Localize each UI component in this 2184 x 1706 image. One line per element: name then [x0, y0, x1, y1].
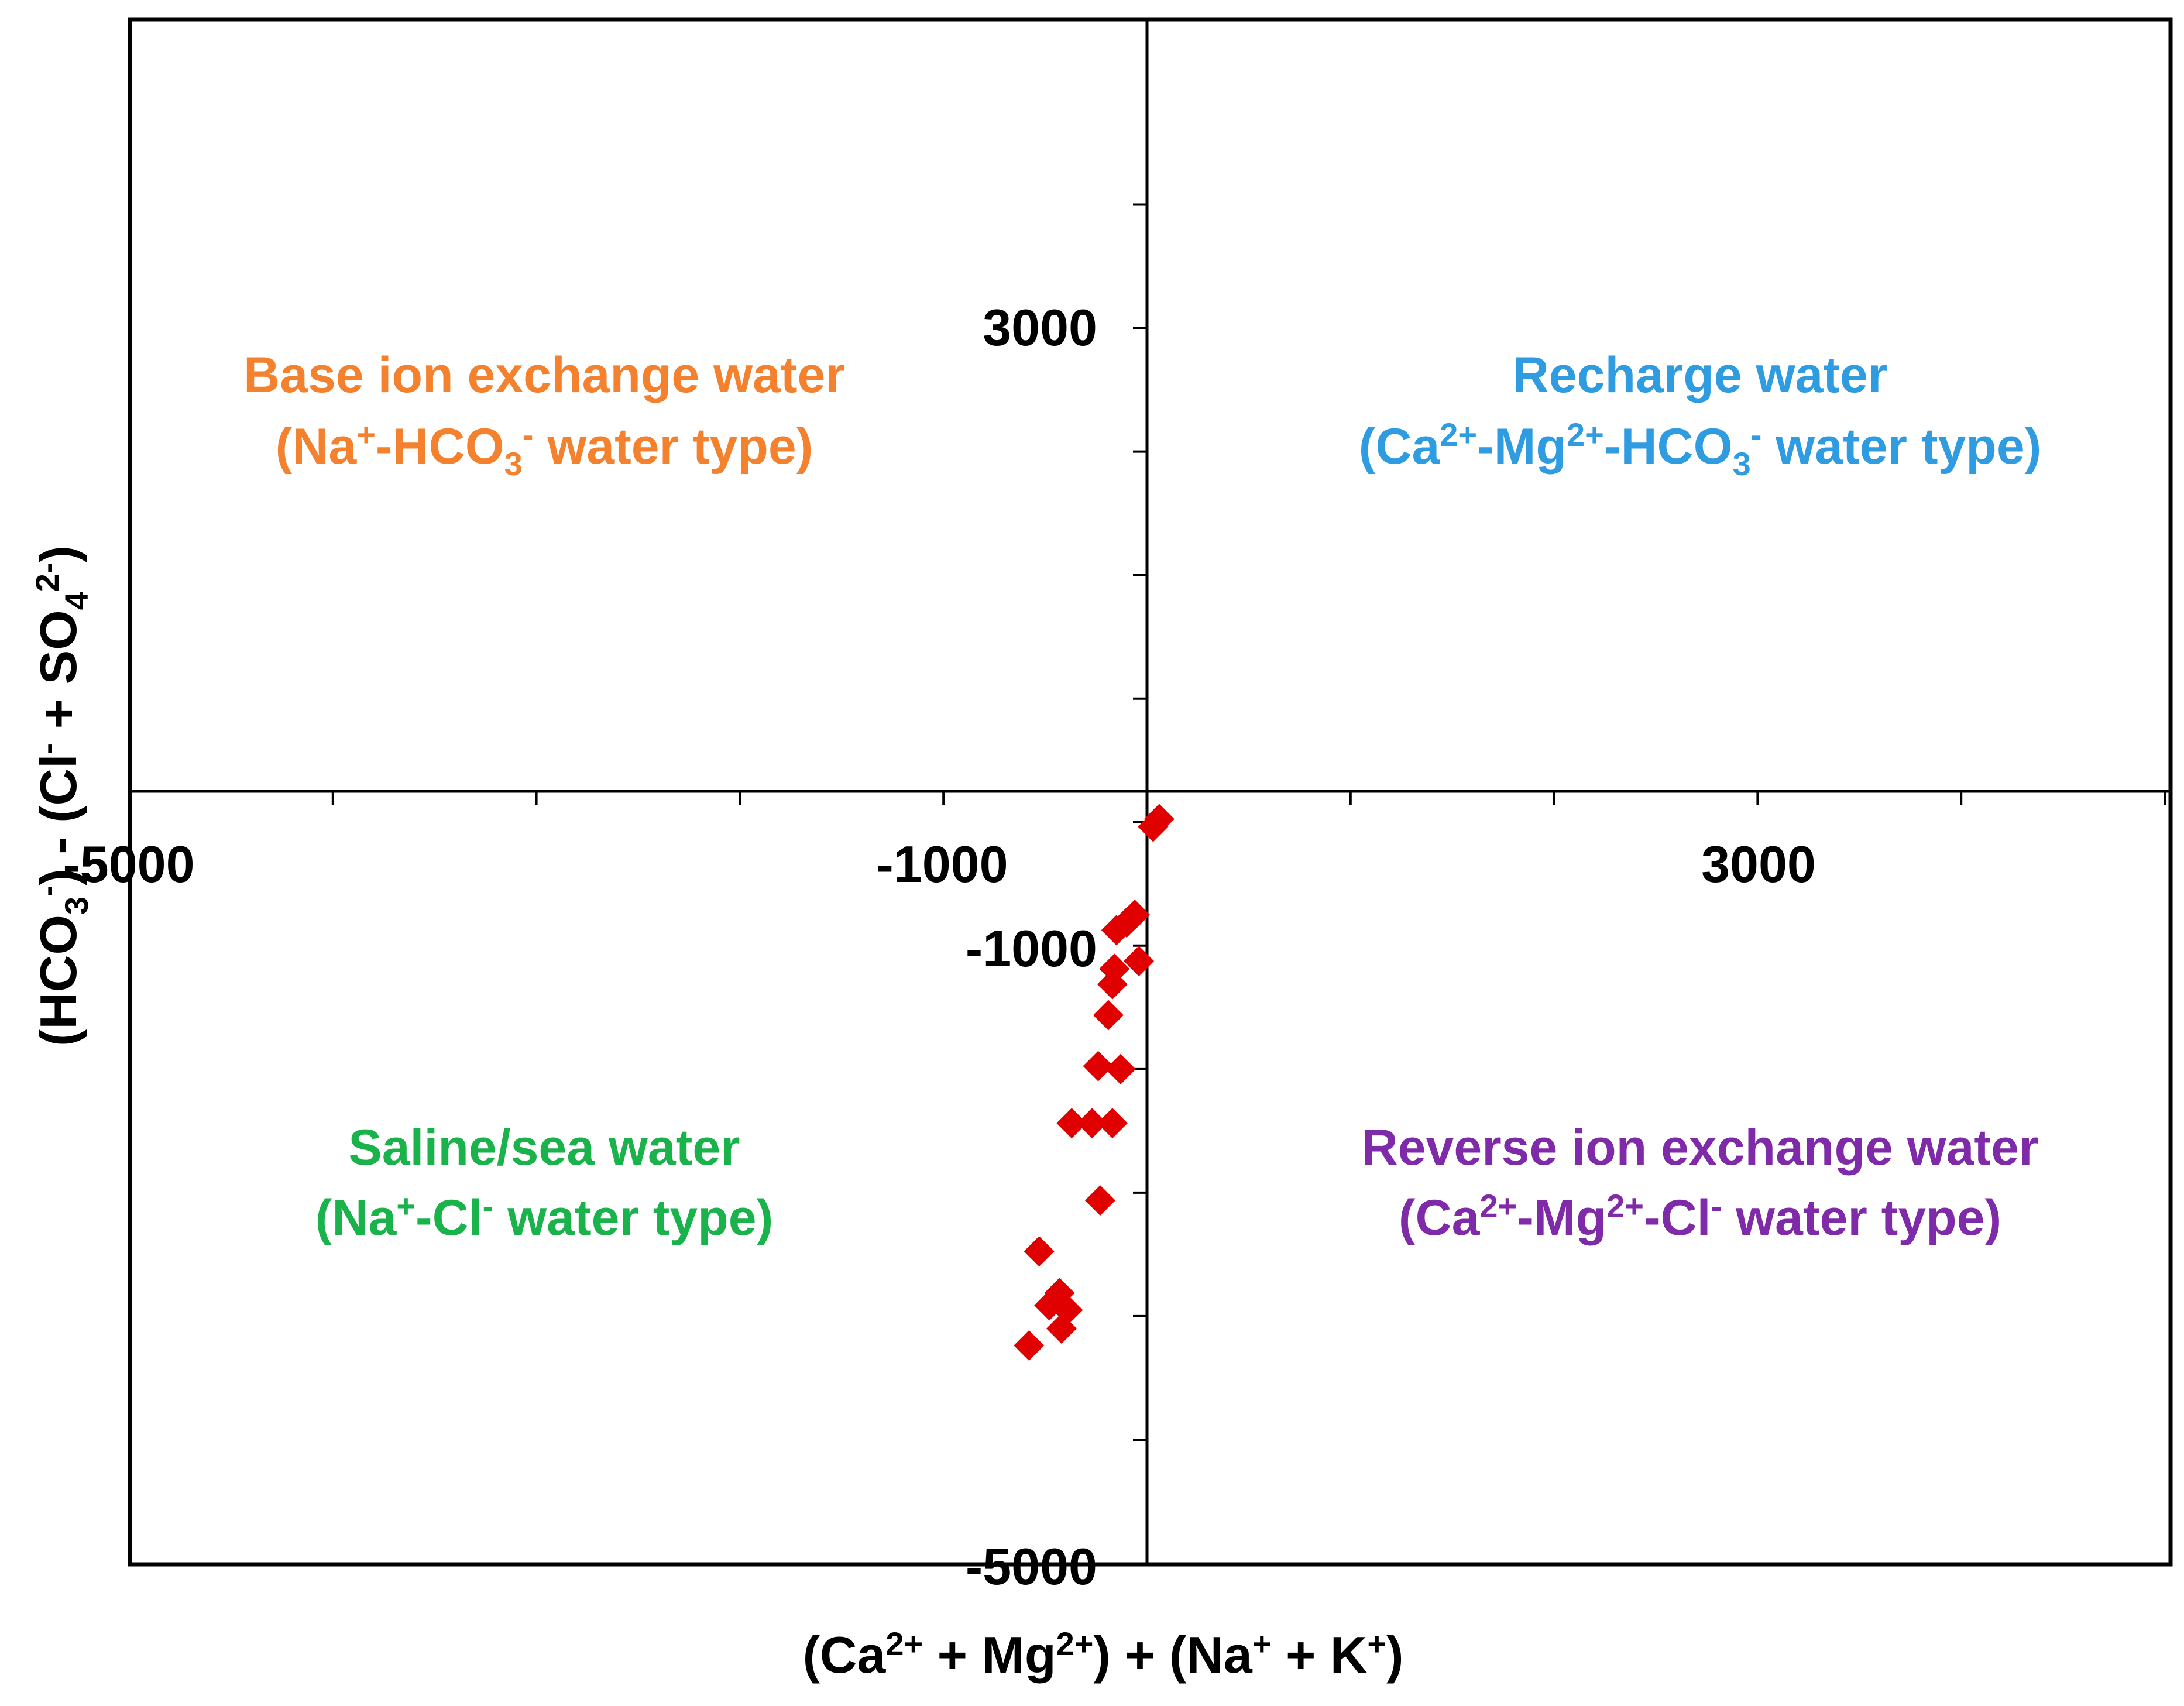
- quadrant-labels: Base ion exchange water (Na+-HCO3- water …: [243, 347, 2041, 1246]
- x-axis-title: (Ca2+ + Mg2+) + (Na+ + K+): [803, 1625, 1404, 1684]
- quadrant-title-base-ion-exchange: Base ion exchange water: [243, 347, 845, 403]
- quadrant-subtitle-recharge: (Ca2+-Mg2+-HCO3- water type): [1359, 416, 2042, 482]
- data-point: [1085, 1185, 1116, 1216]
- data-point: [1077, 1108, 1108, 1139]
- data-point: [1083, 1051, 1114, 1082]
- x-tick-label: 3000: [1701, 835, 1816, 893]
- x-tick-label: -5000: [63, 835, 194, 893]
- quadrant-subtitle-saline-sea: (Na+-Cl- water type): [315, 1187, 774, 1246]
- y-tick-label: -5000: [966, 1537, 1097, 1595]
- data-points: [1014, 804, 1175, 1361]
- quadrant-subtitle-reverse-ion-exchange: (Ca2+-Mg2+-Cl- water type): [1399, 1187, 2001, 1246]
- x-tick-label: -1000: [876, 835, 1008, 893]
- data-point: [1024, 1236, 1055, 1267]
- data-point: [1101, 915, 1132, 946]
- data-point: [1046, 1313, 1077, 1344]
- data-point: [1093, 1000, 1124, 1031]
- data-point: [1124, 946, 1155, 977]
- data-point: [1097, 969, 1128, 1000]
- data-point: [1097, 1108, 1128, 1139]
- data-point: [1014, 1330, 1045, 1361]
- quadrant-title-recharge: Recharge water: [1513, 347, 1888, 403]
- data-point: [1138, 811, 1169, 842]
- x-minor-ticks: [128, 791, 2166, 805]
- data-point: [1056, 1108, 1087, 1139]
- quadrant-subtitle-base-ion-exchange: (Na+-HCO3- water type): [276, 416, 813, 482]
- data-point: [1105, 1053, 1136, 1084]
- data-point: [1034, 1290, 1065, 1321]
- quadrant-title-reverse-ion-exchange: Reverse ion exchange water: [1362, 1120, 2039, 1176]
- y-tick-label: 3000: [983, 298, 1097, 356]
- y-axis-title: (HCO3-) - (Cl- + SO42-): [29, 545, 95, 1046]
- quadrant-title-saline-sea: Saline/sea water: [348, 1120, 740, 1176]
- y-tick-label: -1000: [966, 919, 1097, 977]
